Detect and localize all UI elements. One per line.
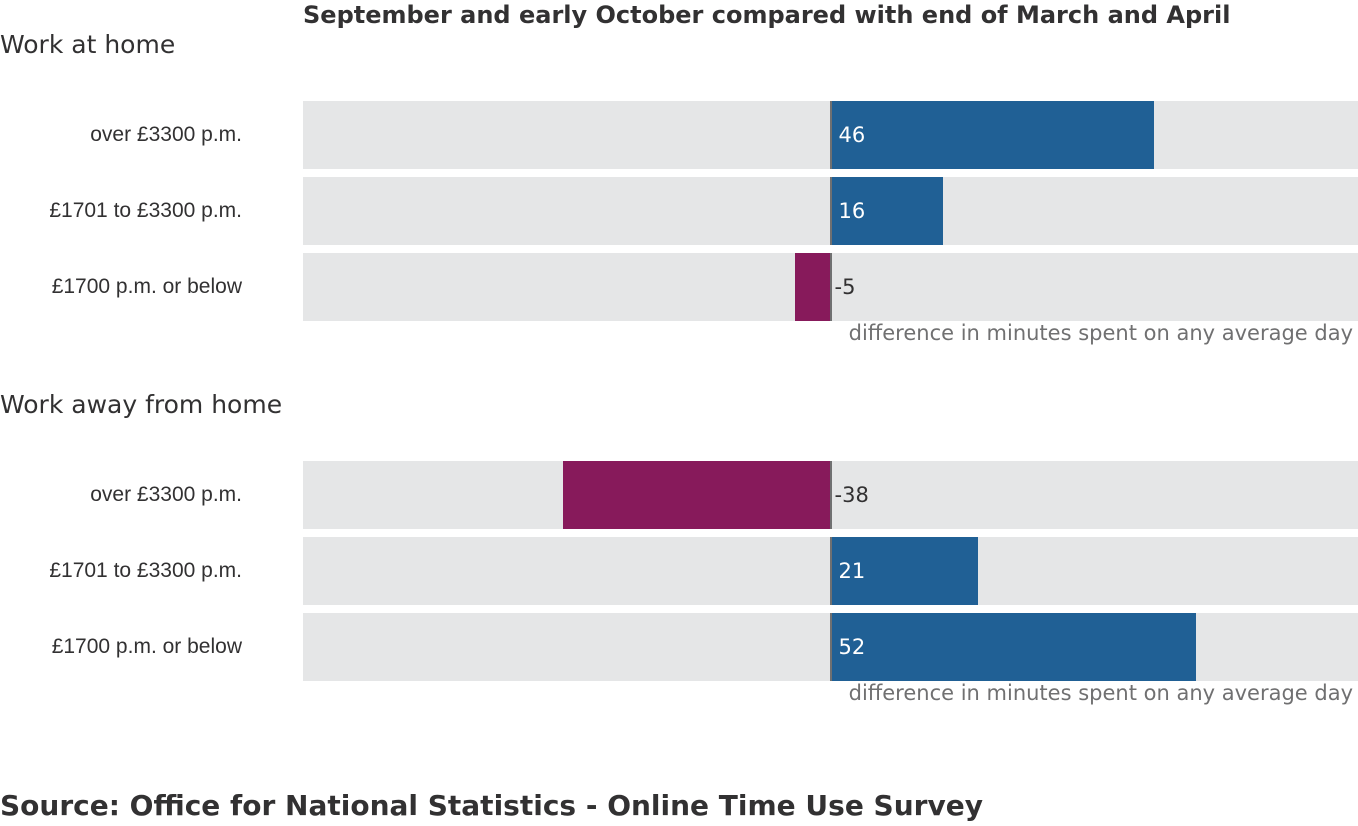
- zero-line: [829, 461, 832, 529]
- category-label: £1701 to £3300 p.m.: [49, 559, 242, 582]
- bar-row: £1700 p.m. or below -5: [0, 253, 1358, 321]
- bar-negative: [563, 461, 831, 529]
- bar-positive: [830, 537, 979, 605]
- bar-track: 46: [303, 101, 1358, 169]
- data-label: 21: [838, 559, 866, 583]
- data-label: -38: [834, 483, 869, 507]
- category-label: over £3300 p.m.: [90, 123, 242, 146]
- data-label: 52: [838, 635, 866, 659]
- bar-row: over £3300 p.m. 46: [0, 101, 1358, 169]
- chart-title: September and early October compared wit…: [303, 1, 1231, 29]
- bar-positive: [830, 177, 944, 245]
- bar-track: 52: [303, 613, 1358, 681]
- bar-row: £1700 p.m. or below 52: [0, 613, 1358, 681]
- data-label: 16: [838, 199, 866, 223]
- zero-line: [829, 253, 832, 321]
- zero-line: [829, 177, 832, 245]
- bar-negative: [795, 253, 831, 321]
- zero-line: [829, 613, 832, 681]
- bar-positive: [830, 101, 1155, 169]
- bar-row: £1701 to £3300 p.m. 21: [0, 537, 1358, 605]
- chart-panel: Work away from home over £3300 p.m. -38 £17…: [0, 360, 1358, 705]
- bar-track: -38: [303, 461, 1358, 529]
- bar-track: 16: [303, 177, 1358, 245]
- panel-title: Work away from home: [0, 390, 283, 419]
- panel-title: Work at home: [0, 30, 176, 59]
- bar-row: over £3300 p.m. -38: [0, 461, 1358, 529]
- bar-track: -5: [303, 253, 1358, 321]
- category-label: over £3300 p.m.: [90, 483, 242, 506]
- data-label: 46: [838, 123, 866, 147]
- bar-track: 21: [303, 537, 1358, 605]
- category-label: £1701 to £3300 p.m.: [49, 199, 242, 222]
- zero-line: [829, 537, 832, 605]
- source-note: Source: Office for National Statistics -…: [0, 789, 983, 822]
- category-label: £1700 p.m. or below: [51, 635, 242, 658]
- x-axis-label: difference in minutes spent on any avera…: [848, 321, 1353, 345]
- data-label: -5: [834, 275, 856, 299]
- bar-positive: [830, 613, 1197, 681]
- category-label: £1700 p.m. or below: [51, 275, 242, 298]
- zero-line: [829, 101, 832, 169]
- bar-row: £1701 to £3300 p.m. 16: [0, 177, 1358, 245]
- x-axis-label: difference in minutes spent on any avera…: [848, 681, 1353, 705]
- chart-panel: Work at home over £3300 p.m. 46 £1701 to £3…: [0, 0, 1358, 345]
